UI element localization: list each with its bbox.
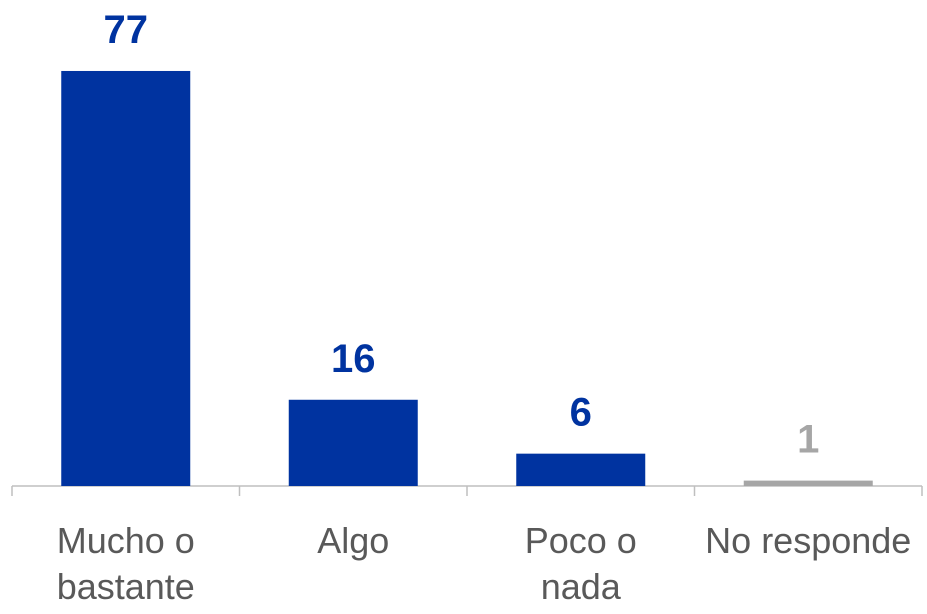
x-tick-label: Algo bbox=[317, 520, 390, 561]
value-label: 16 bbox=[331, 337, 376, 381]
x-tick-label: Mucho o bastante bbox=[56, 520, 195, 607]
value-label: 6 bbox=[570, 391, 592, 435]
bar bbox=[288, 399, 418, 486]
value-label: 77 bbox=[104, 8, 149, 52]
bar bbox=[516, 453, 646, 486]
bar bbox=[743, 480, 873, 486]
x-tick-label: Poco o nada bbox=[524, 520, 637, 607]
x-tick-label: No responde bbox=[705, 520, 912, 561]
value-label: 1 bbox=[797, 418, 819, 462]
bar bbox=[61, 70, 191, 486]
